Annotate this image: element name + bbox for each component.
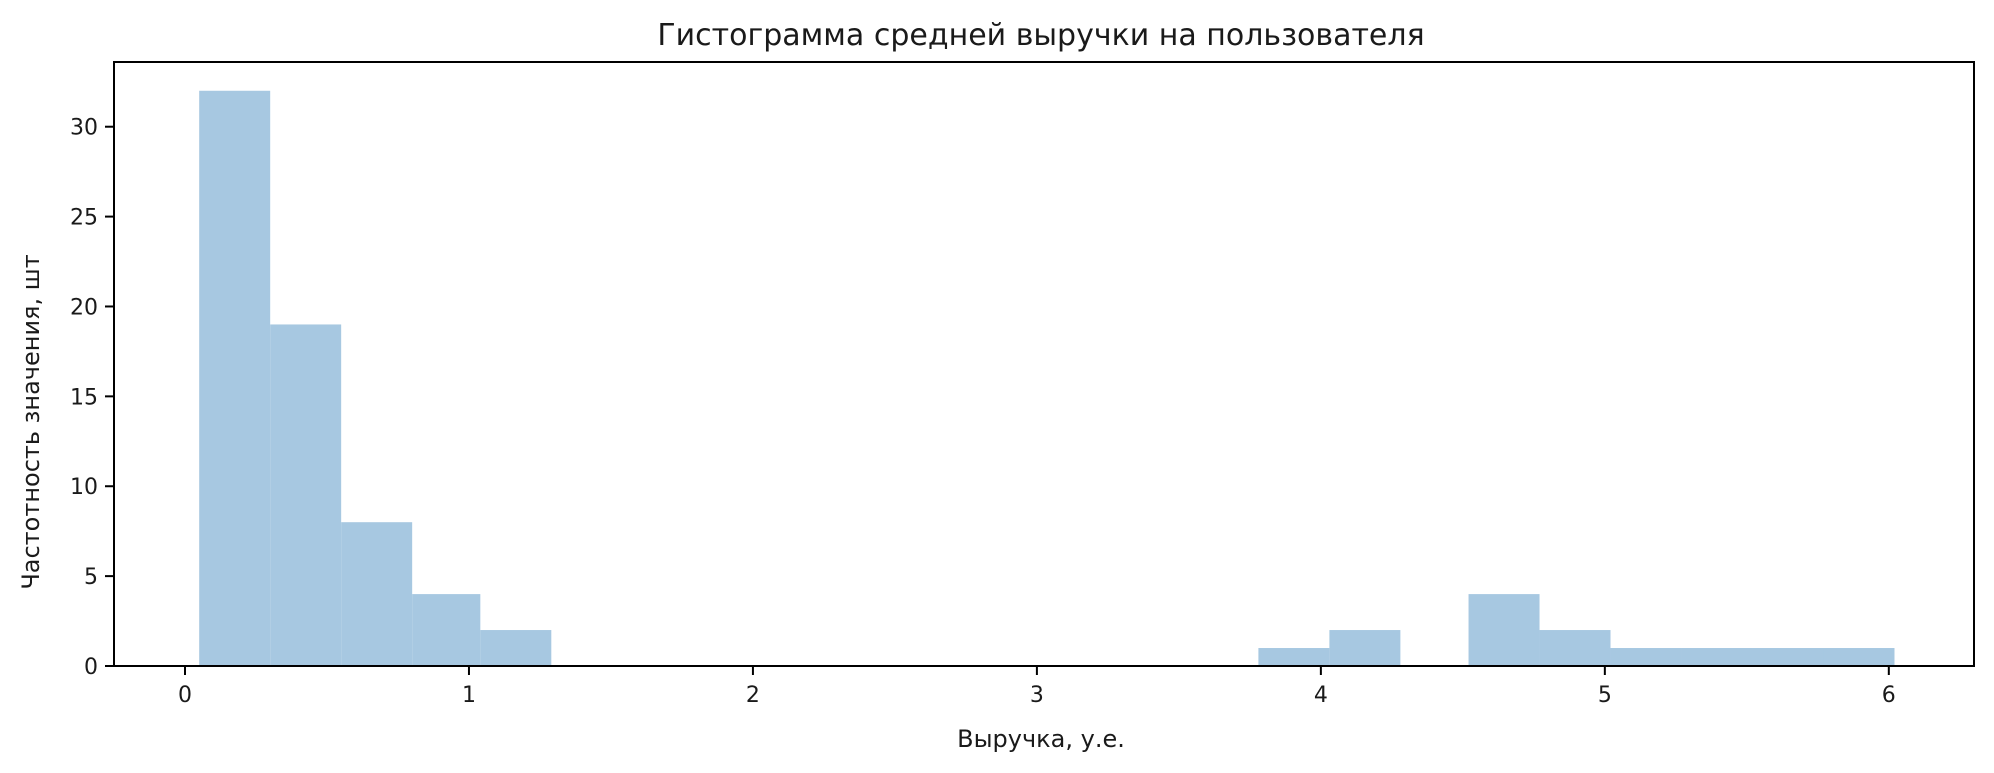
y-axis-ticks: 0 5 10 15 20 25 30 — [70, 116, 114, 680]
y-tick-label-3: 15 — [70, 385, 98, 410]
histogram-bar-0 — [199, 90, 271, 666]
histogram-bar-15 — [1258, 648, 1330, 666]
x-tick-label-4: 4 — [1314, 683, 1328, 708]
y-tick-label-1: 5 — [84, 565, 98, 590]
x-axis-ticks: 0 1 2 3 4 5 6 — [178, 666, 1896, 708]
histogram-bar-19 — [1539, 630, 1611, 666]
histogram-bar-20 — [1610, 648, 1682, 666]
histogram-bar-16 — [1329, 630, 1401, 666]
histogram-bar-3 — [412, 594, 481, 666]
chart-title: Гистограмма средней выручки на пользоват… — [657, 18, 1424, 53]
x-axis-label: Выручка, у.е. — [957, 725, 1125, 753]
histogram-bar-2 — [341, 522, 413, 666]
x-tick-label-2: 2 — [746, 683, 760, 708]
histogram-bar-21 — [1681, 648, 1753, 666]
histogram-bar-4 — [480, 630, 552, 666]
x-tick-label-3: 3 — [1030, 683, 1044, 708]
histogram-bar-18 — [1468, 594, 1540, 666]
histogram-bar-22 — [1752, 648, 1824, 666]
histogram-bars — [199, 90, 1895, 666]
x-tick-label-6: 6 — [1882, 683, 1896, 708]
y-tick-label-6: 30 — [70, 116, 98, 141]
y-tick-label-5: 25 — [70, 206, 98, 231]
plot-frame — [113, 61, 1975, 667]
x-tick-label-0: 0 — [178, 683, 192, 708]
y-tick-label-0: 0 — [84, 655, 98, 680]
y-tick-label-4: 20 — [70, 295, 98, 320]
histogram-bar-23 — [1823, 648, 1895, 666]
y-tick-label-2: 10 — [70, 475, 98, 500]
x-tick-label-5: 5 — [1598, 683, 1612, 708]
y-axis-label: Частотность значения, шт — [17, 254, 45, 589]
x-tick-label-1: 1 — [462, 683, 476, 708]
histogram-bar-1 — [270, 324, 342, 666]
